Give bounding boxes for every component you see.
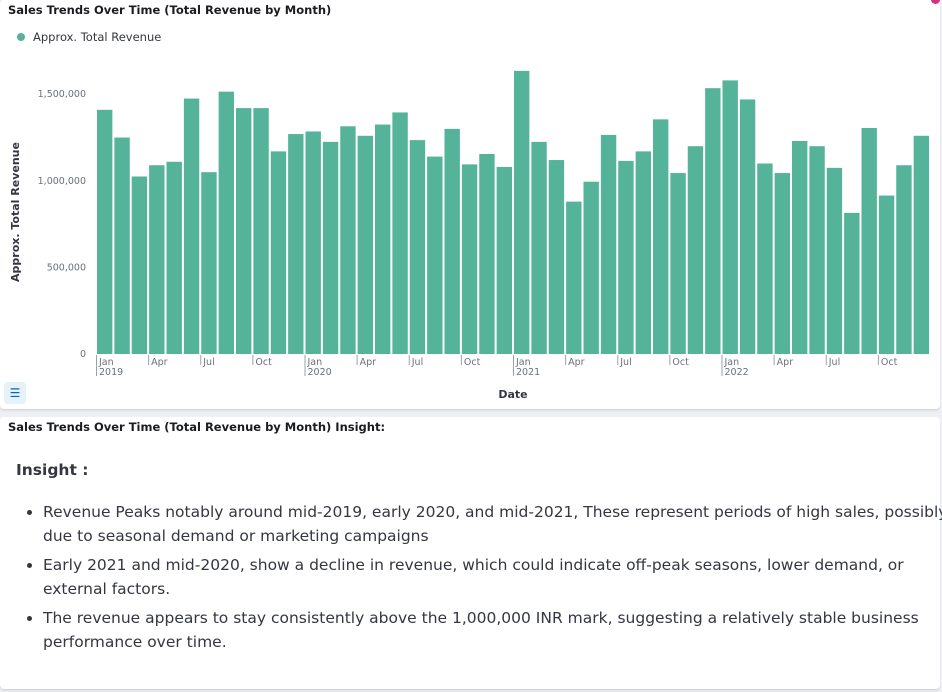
x-tick-label: Jan	[515, 357, 531, 368]
bar-2020-05[interactable]	[375, 124, 391, 354]
bar-2020-06[interactable]	[392, 112, 408, 355]
bar-2021-04[interactable]	[566, 201, 582, 354]
bar-2020-04[interactable]	[357, 135, 374, 354]
x-year-label: 2020	[308, 367, 332, 378]
x-tick-label: Oct	[881, 357, 898, 368]
legend-color-dot	[17, 33, 25, 41]
y-tick-label: 500,000	[47, 262, 86, 273]
bar-2020-12[interactable]	[496, 166, 513, 354]
bar-2020-07[interactable]	[409, 140, 426, 354]
bar-2019-11[interactable]	[270, 151, 287, 354]
legend-toggle-button[interactable]: ☰	[4, 382, 26, 404]
bars-group	[97, 70, 930, 355]
insight-bullet: Early 2021 and mid-2020, show a decline …	[43, 553, 942, 601]
bar-2022-05[interactable]	[792, 141, 808, 354]
bar-2020-08[interactable]	[427, 156, 443, 354]
bar-2020-09[interactable]	[444, 128, 460, 354]
insight-heading: Insight :	[16, 461, 89, 479]
chart-title: Sales Trends Over Time (Total Revenue by…	[8, 3, 332, 17]
x-tick-label: Oct	[255, 357, 272, 368]
bar-2021-02[interactable]	[531, 141, 547, 354]
bar-2019-02[interactable]	[114, 137, 130, 354]
insight-bullet: Revenue Peaks notably around mid-2019, e…	[43, 500, 942, 548]
bar-2022-07[interactable]	[826, 167, 843, 354]
bar-2019-10[interactable]	[253, 108, 269, 354]
bar-2019-01[interactable]	[97, 109, 113, 354]
bar-2022-12[interactable]	[913, 135, 930, 354]
bar-2021-08[interactable]	[635, 151, 652, 354]
x-tick-label: Apr	[360, 357, 377, 368]
x-year-label: 2019	[99, 367, 123, 378]
bar-2020-11[interactable]	[479, 153, 495, 354]
bar-2021-06[interactable]	[600, 134, 617, 354]
bar-2019-09[interactable]	[236, 108, 252, 354]
bar-2022-04[interactable]	[774, 173, 791, 354]
bar-2022-08[interactable]	[844, 212, 860, 354]
bar-2019-12[interactable]	[288, 134, 304, 354]
bar-2021-07[interactable]	[618, 160, 634, 354]
y-tick-label: 1,000,000	[38, 176, 86, 187]
bar-2020-01[interactable]	[305, 131, 321, 354]
bar-2019-07[interactable]	[201, 172, 217, 354]
x-axis-title: Date	[498, 388, 527, 401]
bar-2019-04[interactable]	[149, 165, 165, 354]
x-year-label: 2022	[725, 367, 749, 378]
x-tick-label: Apr	[777, 357, 794, 368]
bar-2022-09[interactable]	[861, 128, 877, 354]
notification-dot	[931, 0, 940, 4]
bar-2020-02[interactable]	[322, 141, 339, 354]
y-axis-title: Approx. Total Revenue	[9, 142, 22, 282]
legend-label: Approx. Total Revenue	[33, 30, 162, 44]
x-tick-label: Oct	[672, 357, 689, 368]
insight-title: Sales Trends Over Time (Total Revenue by…	[8, 420, 386, 434]
bar-2021-10[interactable]	[670, 173, 686, 354]
x-tick-label: Jul	[411, 357, 423, 368]
bar-2022-01[interactable]	[722, 80, 738, 354]
bar-2021-11[interactable]	[687, 146, 704, 354]
bar-2022-10[interactable]	[878, 195, 895, 354]
x-tick-label: Jan	[98, 357, 114, 368]
y-tick-label: 1,500,000	[38, 89, 86, 100]
bar-2022-11[interactable]	[896, 165, 912, 354]
bar-2021-05[interactable]	[583, 181, 599, 354]
insight-panel: Sales Trends Over Time (Total Revenue by…	[0, 417, 942, 689]
x-tick-label: Jul	[828, 357, 840, 368]
x-tick-label: Apr	[151, 357, 168, 368]
bar-2022-03[interactable]	[757, 163, 773, 354]
bar-2019-03[interactable]	[131, 176, 148, 355]
x-tick-label: Oct	[464, 357, 481, 368]
bar-2021-09[interactable]	[653, 119, 669, 354]
bar-2022-06[interactable]	[809, 146, 825, 354]
x-tick-label: Jul	[202, 357, 214, 368]
bar-2021-03[interactable]	[548, 160, 565, 354]
x-tick-label: Jan	[724, 357, 740, 368]
insight-bullet: The revenue appears to stay consistently…	[43, 606, 942, 654]
bar-2019-05[interactable]	[166, 161, 182, 354]
bar-2021-12[interactable]	[705, 88, 721, 355]
chart-panel: Sales Trends Over Time (Total Revenue by…	[0, 0, 940, 409]
legend[interactable]: Approx. Total Revenue	[17, 30, 161, 44]
bar-2022-02[interactable]	[739, 99, 756, 354]
y-axis: 0 500,000 1,000,000 1,500,000	[38, 89, 86, 360]
x-tick-label: Apr	[568, 357, 585, 368]
x-tick-label: Jul	[619, 357, 631, 368]
bar-2019-08[interactable]	[218, 91, 235, 355]
list-icon: ☰	[9, 386, 21, 400]
bar-2020-03[interactable]	[340, 126, 356, 354]
bar-2020-10[interactable]	[461, 164, 478, 354]
bar-2021-01[interactable]	[514, 70, 530, 355]
y-tick-label: 0	[80, 349, 86, 360]
insight-list: Revenue Peaks notably around mid-2019, e…	[16, 500, 942, 659]
bar-2019-06[interactable]	[183, 98, 200, 354]
x-tick-label: Jan	[307, 357, 323, 368]
x-year-label: 2021	[516, 367, 540, 378]
